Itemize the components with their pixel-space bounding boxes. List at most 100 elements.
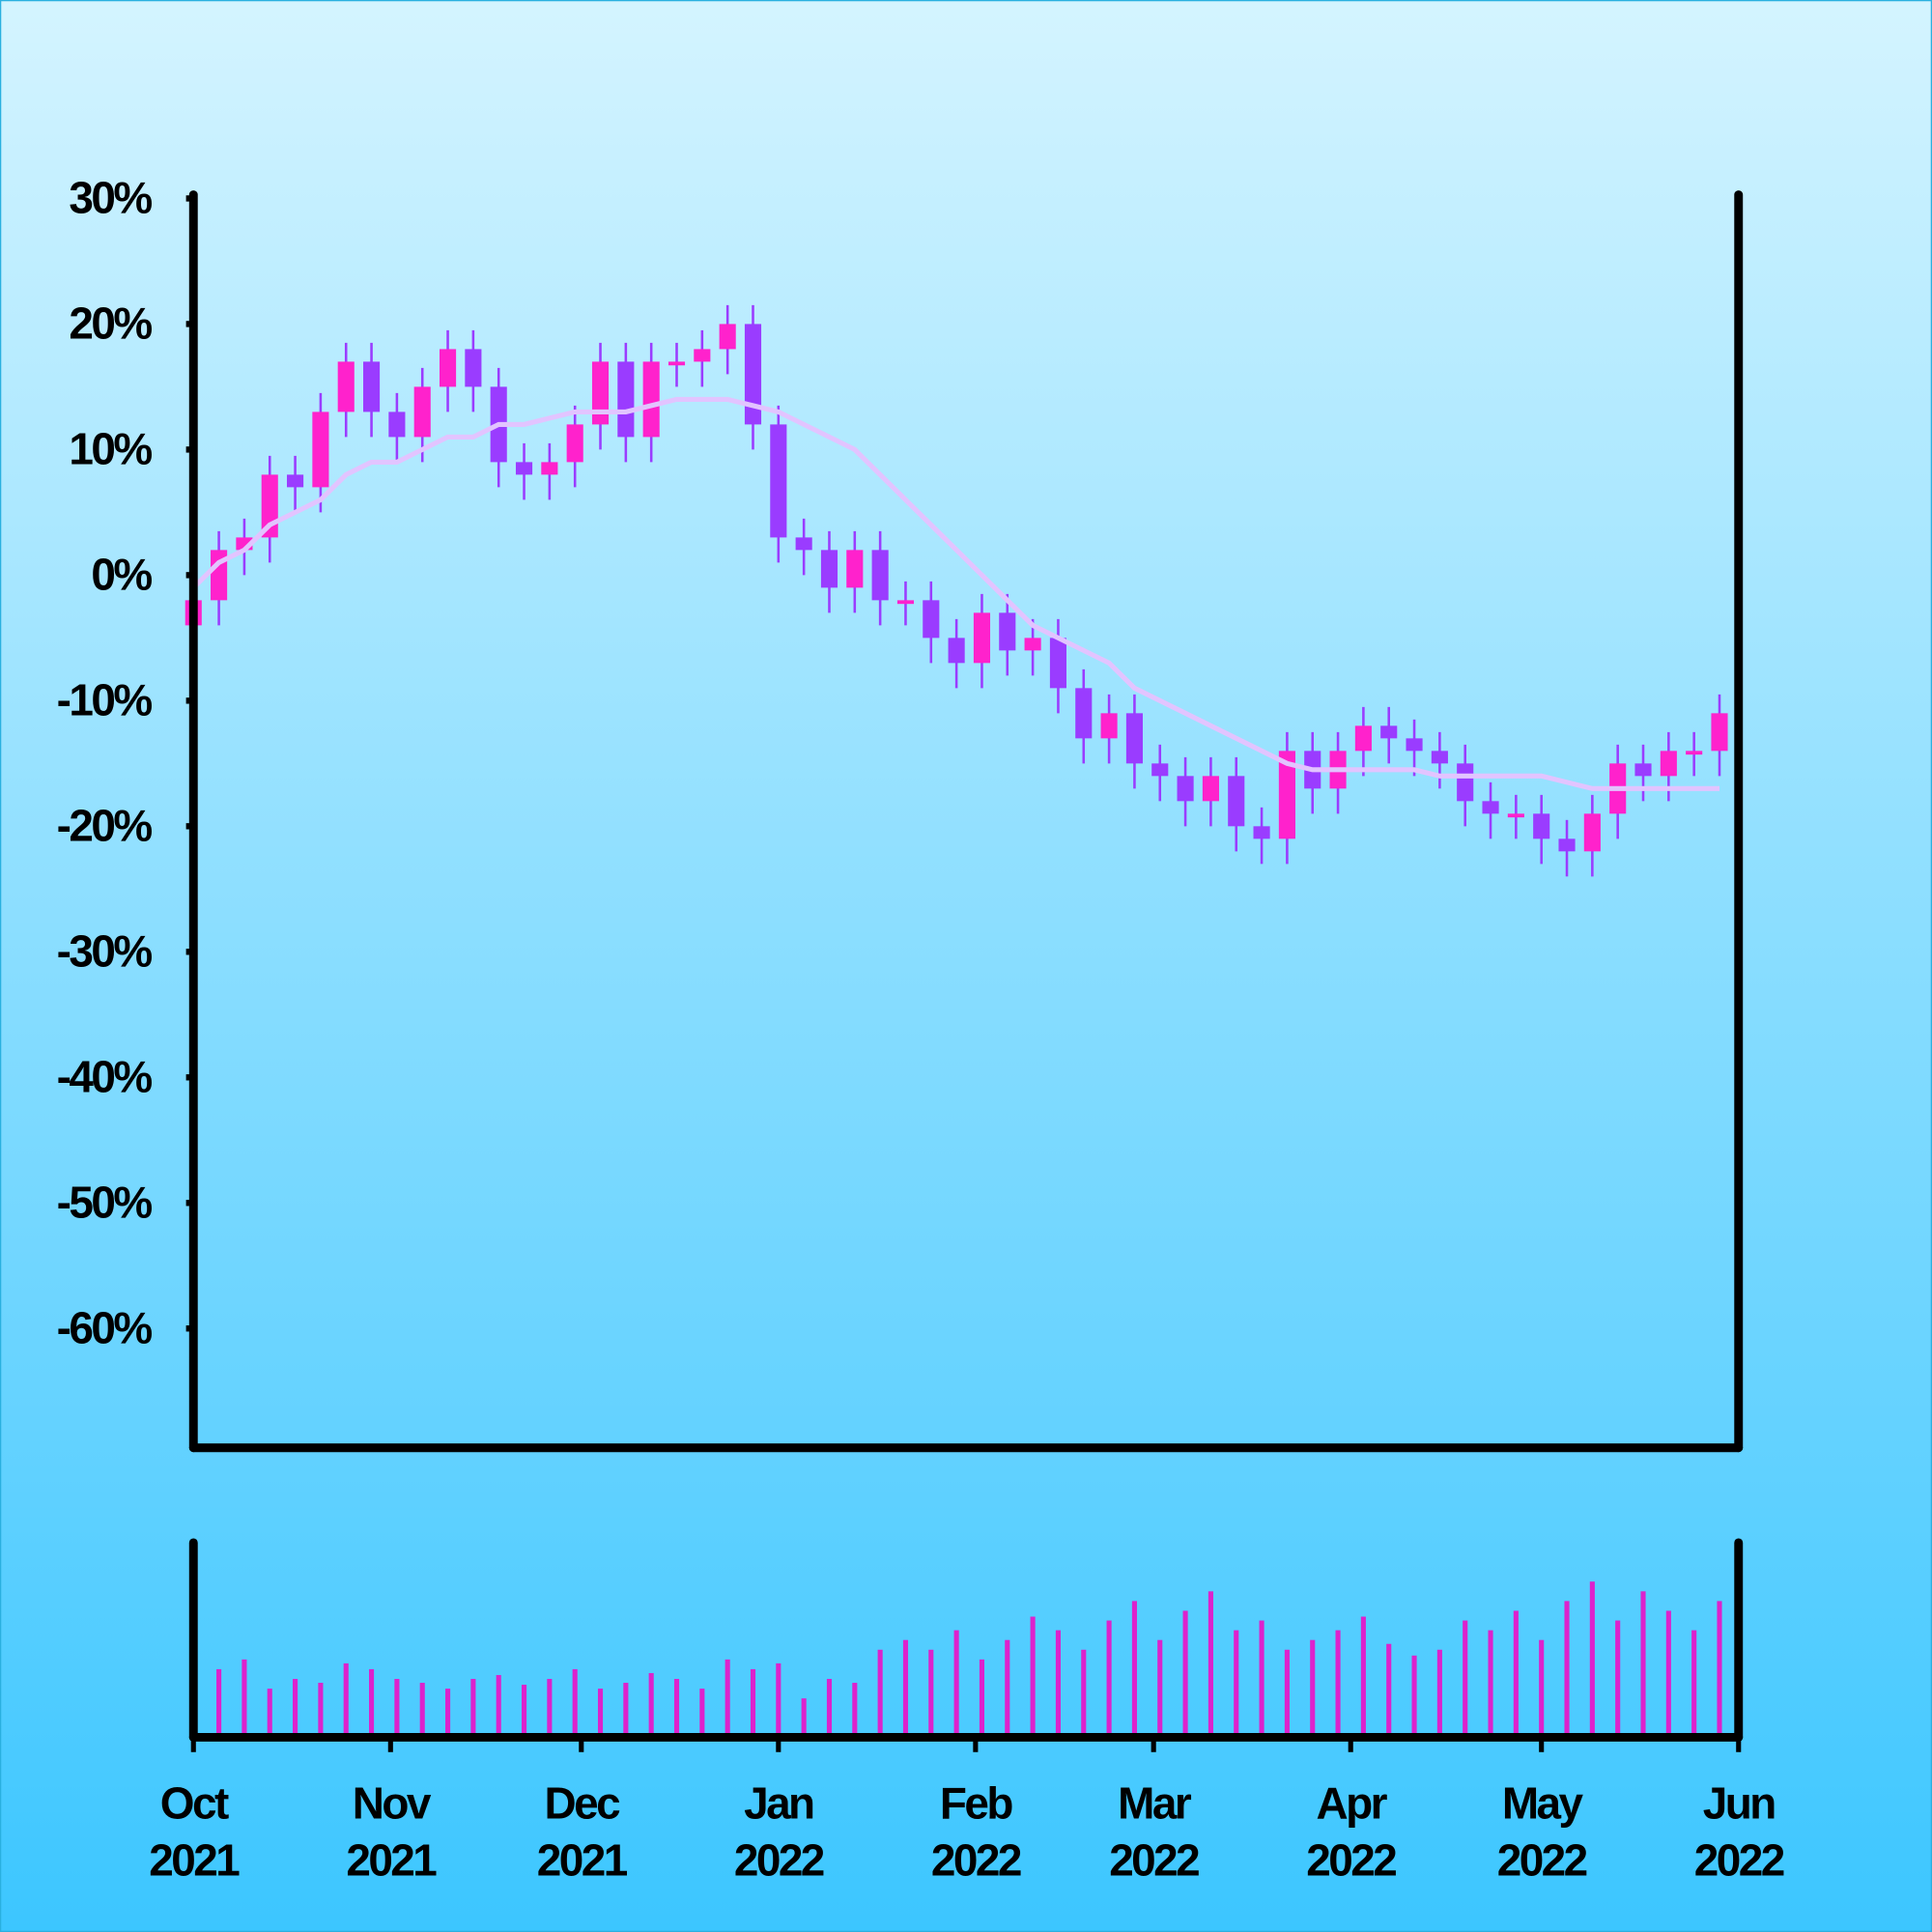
volume-bar [419, 1683, 425, 1738]
y-tick-label: 30% [69, 173, 152, 223]
candle-body [312, 412, 329, 488]
volume-bar [343, 1662, 349, 1738]
candle-body [566, 424, 583, 463]
candle-body [1380, 725, 1398, 739]
volume-bar [1005, 1639, 1010, 1738]
volume-bar [1131, 1601, 1137, 1738]
candle-body [896, 600, 915, 605]
candle-body [1354, 725, 1372, 752]
y-tick-label: -30% [57, 926, 153, 977]
candle-body [1151, 763, 1169, 777]
x-tick-label: 2022 [1497, 1834, 1587, 1885]
y-tick-label: -60% [57, 1303, 153, 1353]
volume-bar [1691, 1630, 1697, 1738]
candle-body [1100, 713, 1118, 739]
x-tick-label: 2021 [346, 1834, 437, 1885]
volume-bar [521, 1685, 527, 1738]
volume-bar [648, 1672, 654, 1738]
candle-body [287, 474, 304, 488]
candle-body [591, 361, 610, 425]
x-tick-label: Mar [1118, 1778, 1192, 1829]
volume-bar [852, 1683, 858, 1738]
x-tick-label: Oct [160, 1778, 229, 1829]
x-tick-label: 2022 [1694, 1834, 1784, 1885]
axes [188, 190, 1744, 1742]
x-tick-label: 2021 [149, 1834, 240, 1885]
candle-body [744, 324, 762, 425]
volume-bar [877, 1649, 883, 1738]
volume-bar [1589, 1581, 1595, 1738]
candle-body [1507, 813, 1524, 818]
candle-body [1049, 638, 1066, 689]
volume-bar [572, 1668, 578, 1738]
candle-body [617, 361, 635, 438]
x-tick-label: 2022 [1109, 1834, 1199, 1885]
volume-bar [1182, 1610, 1188, 1738]
candle-body [1660, 751, 1677, 777]
candle-body [923, 600, 940, 639]
volume-bar [1640, 1591, 1646, 1738]
candle-body [1558, 838, 1576, 852]
x-tick-label: 2022 [734, 1834, 824, 1885]
x-tick-label: 2022 [931, 1834, 1021, 1885]
candle-body [337, 361, 355, 412]
volume-bar [1259, 1620, 1264, 1738]
volume-bar [444, 1689, 451, 1738]
volume-bar [470, 1679, 476, 1738]
x-tick-label: 2021 [537, 1834, 628, 1885]
volume-bar [597, 1689, 604, 1738]
candle-body [1482, 801, 1499, 814]
volume-bar [242, 1659, 247, 1738]
moving-average [191, 396, 1719, 791]
x-tick-label: Apr [1317, 1778, 1388, 1829]
volume-bar [1030, 1616, 1036, 1738]
marks [185, 304, 1728, 1738]
volume-bar [1488, 1630, 1493, 1738]
candle-body [999, 612, 1016, 651]
volume-bar [1411, 1655, 1417, 1738]
candle-body [541, 462, 558, 475]
x-tick-label: Jun [1703, 1778, 1775, 1829]
candle-body [1278, 751, 1295, 839]
candle-body [1075, 688, 1093, 739]
candle-body [1634, 763, 1652, 777]
volume-bar [623, 1683, 629, 1738]
volume-bar [1335, 1630, 1341, 1738]
volume-bar [750, 1668, 756, 1738]
volume-bar [1717, 1601, 1722, 1738]
y-tick-label: 20% [69, 298, 152, 349]
y-tick-label: -20% [57, 801, 153, 851]
candle-body [770, 424, 787, 538]
candle-body [388, 412, 406, 438]
candle-body [1686, 751, 1703, 755]
candle-body [1583, 813, 1601, 852]
volume-bar [673, 1679, 680, 1738]
y-tick-label: 10% [69, 424, 152, 474]
candle-body [1228, 776, 1245, 827]
candle-body [515, 462, 533, 475]
volume-bar [724, 1659, 730, 1738]
volume-bar [1055, 1630, 1061, 1738]
volume-bar [369, 1668, 375, 1738]
volume-bar [394, 1679, 400, 1738]
volume-bar [1463, 1620, 1468, 1738]
volume-bar [928, 1649, 934, 1738]
candle-body [846, 550, 864, 588]
candle-body [1125, 713, 1143, 764]
volume-bar [979, 1659, 985, 1738]
candle-body [948, 638, 965, 664]
volume-bar [1360, 1616, 1366, 1738]
volume-bar [801, 1698, 807, 1738]
volume-bar [699, 1689, 705, 1738]
candle-body [1177, 776, 1194, 802]
x-tick-label: Dec [544, 1778, 620, 1829]
volume-bar [1157, 1639, 1163, 1738]
x-tick-label: Nov [353, 1778, 432, 1829]
volume-bar [496, 1674, 501, 1738]
candle-body [363, 361, 381, 412]
volume-bar [953, 1630, 959, 1738]
volume-bar [216, 1668, 222, 1738]
volume-bar [902, 1639, 909, 1738]
volume-bar [1665, 1610, 1671, 1738]
